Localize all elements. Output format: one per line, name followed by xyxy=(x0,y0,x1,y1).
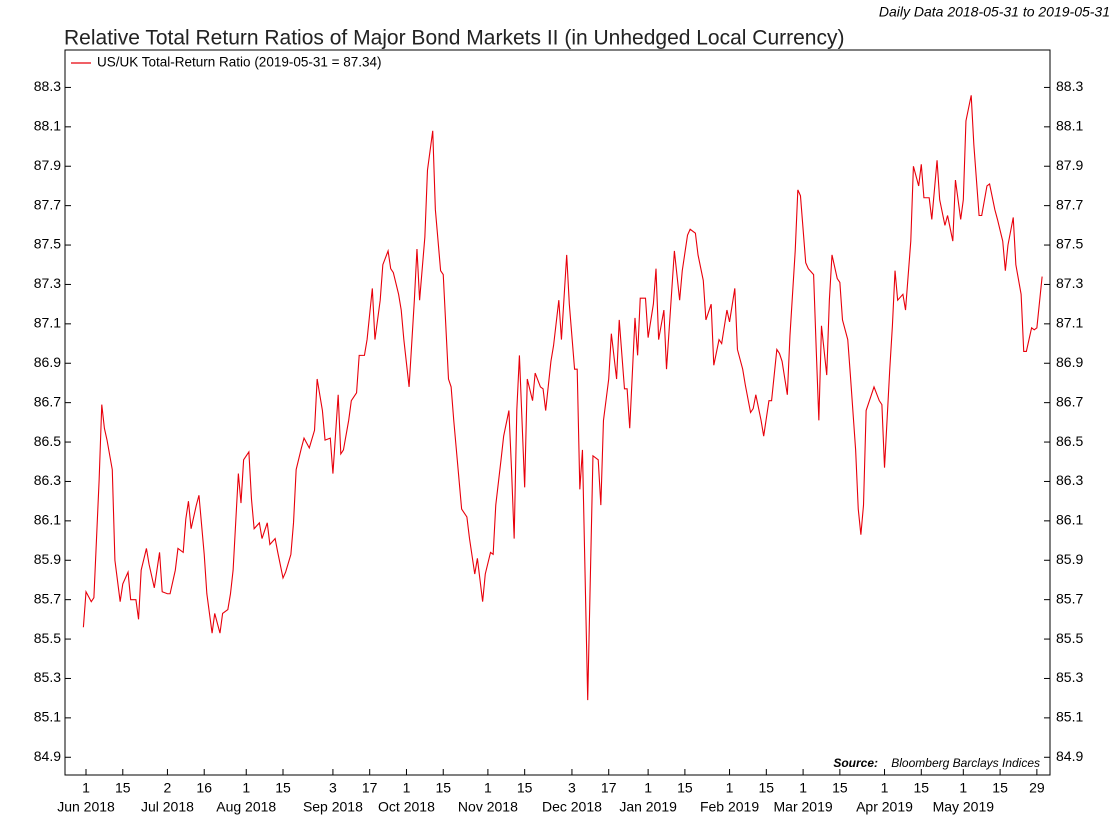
x-tick-label: 1 xyxy=(82,780,90,796)
legend-label: US/UK Total-Return Ratio (2019-05-31 = 8… xyxy=(97,55,382,70)
y-tick-label: 85.7 xyxy=(34,590,61,606)
y-tick-label: 87.3 xyxy=(34,275,61,291)
x-tick-label: 3 xyxy=(568,780,576,796)
y-tick-label: 85.9 xyxy=(34,551,61,567)
x-tick-label: 15 xyxy=(115,780,131,796)
y2-tick-label: 86.9 xyxy=(1056,354,1083,370)
x-month-label: Jan 2019 xyxy=(619,799,677,815)
y-tick-label: 88.1 xyxy=(34,118,61,134)
x-tick-label: 29 xyxy=(1029,780,1045,796)
y-tick-label: 87.9 xyxy=(34,157,61,173)
chart-title: Relative Total Return Ratios of Major Bo… xyxy=(64,27,844,50)
x-month-label: Jul 2018 xyxy=(141,799,194,815)
x-month-label: May 2019 xyxy=(933,799,995,815)
series-line xyxy=(82,95,1043,701)
y2-tick-label: 87.1 xyxy=(1056,315,1083,331)
y2-tick-label: 86.5 xyxy=(1056,433,1083,449)
y2-tick-label: 87.9 xyxy=(1056,157,1083,173)
y2-tick-label: 86.7 xyxy=(1056,393,1083,409)
x-month-label: Feb 2019 xyxy=(700,799,759,815)
x-month-label: Sep 2018 xyxy=(303,799,363,815)
source-label: Source: xyxy=(833,756,878,770)
y-tick-label: 88.3 xyxy=(34,78,61,94)
x-month-label: Nov 2018 xyxy=(458,799,518,815)
x-tick-label: 1 xyxy=(484,780,492,796)
y2-tick-label: 85.5 xyxy=(1056,630,1083,646)
x-month-label: Oct 2018 xyxy=(378,799,435,815)
x-tick-label: 15 xyxy=(435,780,451,796)
y-tick-label: 86.1 xyxy=(34,512,61,528)
x-tick-label: 1 xyxy=(644,780,652,796)
y-tick-label: 87.5 xyxy=(34,236,61,252)
y2-tick-label: 85.9 xyxy=(1056,551,1083,567)
x-tick-label: 15 xyxy=(275,780,291,796)
x-tick-label: 15 xyxy=(517,780,533,796)
x-tick-label: 3 xyxy=(329,780,337,796)
y2-tick-label: 88.3 xyxy=(1056,78,1083,94)
x-month-label: Mar 2019 xyxy=(774,799,833,815)
y2-tick-label: 85.7 xyxy=(1056,590,1083,606)
y2-tick-label: 87.5 xyxy=(1056,236,1083,252)
x-tick-label: 1 xyxy=(799,780,807,796)
x-tick-label: 1 xyxy=(403,780,411,796)
x-month-label: Aug 2018 xyxy=(216,799,276,815)
y2-tick-label: 88.1 xyxy=(1056,118,1083,134)
y2-tick-label: 85.1 xyxy=(1056,709,1083,725)
y-tick-label: 87.7 xyxy=(34,196,61,212)
y2-tick-label: 87.3 xyxy=(1056,275,1083,291)
y-tick-label: 86.9 xyxy=(34,354,61,370)
x-tick-label: 16 xyxy=(196,780,212,796)
x-tick-label: 1 xyxy=(881,780,889,796)
y-tick-label: 84.9 xyxy=(34,748,61,764)
y2-tick-label: 84.9 xyxy=(1056,748,1083,764)
x-month-label: Apr 2019 xyxy=(856,799,913,815)
y2-tick-label: 87.7 xyxy=(1056,196,1083,212)
subtitle: Daily Data 2018-05-31 to 2019-05-31 xyxy=(879,4,1110,20)
x-tick-label: 17 xyxy=(362,780,378,796)
y-tick-label: 86.5 xyxy=(34,433,61,449)
y-tick-label: 85.1 xyxy=(34,709,61,725)
plot-frame xyxy=(64,49,1051,776)
x-tick-label: 17 xyxy=(601,780,617,796)
x-tick-label: 15 xyxy=(992,780,1008,796)
y-tick-label: 85.5 xyxy=(34,630,61,646)
x-tick-label: 1 xyxy=(959,780,967,796)
y-tick-label: 85.3 xyxy=(34,669,61,685)
y2-tick-label: 86.3 xyxy=(1056,472,1083,488)
y-tick-label: 87.1 xyxy=(34,315,61,331)
y-tick-label: 86.7 xyxy=(34,393,61,409)
source: Bloomberg Barclays Indices xyxy=(891,756,1040,770)
x-tick-label: 1 xyxy=(726,780,734,796)
y2-tick-label: 85.3 xyxy=(1056,669,1083,685)
y2-tick-label: 86.1 xyxy=(1056,512,1083,528)
x-tick-label: 1 xyxy=(242,780,250,796)
x-month-label: Dec 2018 xyxy=(542,799,602,815)
x-tick-label: 15 xyxy=(759,780,775,796)
x-month-label: Jun 2018 xyxy=(57,799,115,815)
y-tick-label: 86.3 xyxy=(34,472,61,488)
x-tick-label: 15 xyxy=(832,780,848,796)
x-tick-label: 2 xyxy=(164,780,172,796)
x-tick-label: 15 xyxy=(677,780,693,796)
x-tick-label: 15 xyxy=(914,780,930,796)
